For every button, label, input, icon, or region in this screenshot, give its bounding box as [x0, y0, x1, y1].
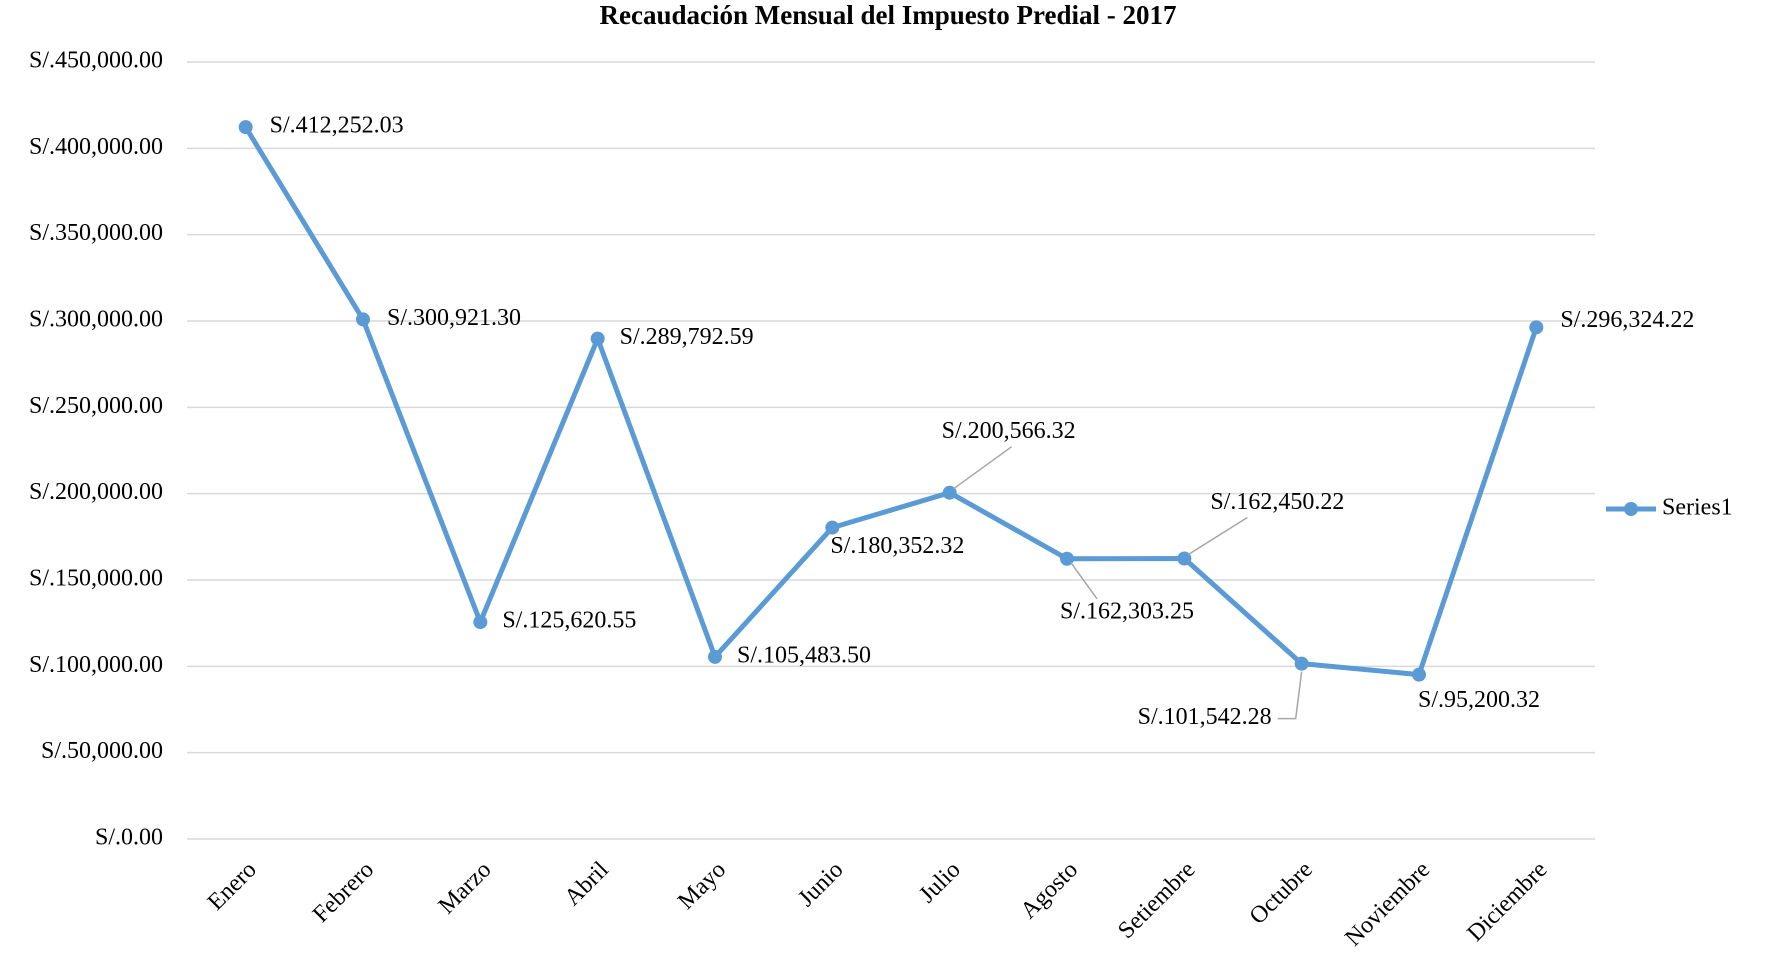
data-label: S/.95,200.32 — [1418, 687, 1540, 713]
legend-marker — [1624, 502, 1638, 516]
leader-line — [1070, 562, 1098, 600]
data-label: S/.101,542.28 — [1138, 704, 1272, 730]
data-label: S/.162,303.25 — [1060, 598, 1194, 624]
y-tick-label: S/.400,000.00 — [29, 134, 163, 160]
x-tick-label: Noviembre — [1340, 857, 1435, 952]
x-tick-label: Octubre — [1245, 857, 1318, 930]
data-label: S/.289,792.59 — [620, 324, 754, 350]
y-tick-label: S/.350,000.00 — [29, 220, 163, 246]
x-tick-label: Diciembre — [1462, 857, 1552, 947]
legend-label: Series1 — [1662, 495, 1733, 521]
y-tick-label: S/.150,000.00 — [29, 566, 163, 592]
x-tick-label: Julio — [914, 857, 965, 908]
data-label: S/.180,352.32 — [830, 533, 964, 559]
data-point — [1060, 551, 1074, 566]
x-tick-label: Agosto — [1016, 857, 1083, 924]
data-label: S/.105,483.50 — [737, 642, 871, 668]
data-point — [473, 615, 488, 630]
data-point — [825, 520, 840, 535]
data-point — [356, 312, 370, 327]
x-tick-label: Febrero — [308, 857, 379, 928]
x-tick-label: Enero — [203, 857, 262, 916]
data-point — [1177, 551, 1192, 566]
series-line — [243, 125, 1539, 678]
data-label: S/.200,566.32 — [942, 418, 1076, 444]
x-tick-label: Abril — [560, 857, 614, 911]
y-tick-label: S/.450,000.00 — [29, 48, 163, 74]
data-label: S/.125,620.55 — [502, 608, 636, 634]
data-label: S/.296,324.22 — [1560, 307, 1694, 333]
data-label: S/.162,450.22 — [1210, 489, 1344, 515]
y-tick-label: S/.200,000.00 — [29, 479, 163, 505]
y-tick-label: S/.0.00 — [95, 825, 163, 851]
leader-line — [1277, 671, 1303, 720]
x-tick-label: Marzo — [434, 857, 497, 920]
y-tick-label: S/.250,000.00 — [29, 393, 163, 419]
data-point — [708, 649, 722, 664]
chart-title: Recaudación Mensual del Impuesto Predial… — [599, 0, 1176, 30]
x-tick-label: Junio — [793, 857, 848, 912]
data-point — [942, 485, 957, 500]
y-tick-label: S/.100,000.00 — [29, 652, 163, 678]
data-label: S/.300,921.30 — [387, 305, 521, 331]
data-point — [1294, 656, 1309, 671]
leader-line — [953, 446, 1013, 490]
y-tick-label: S/.50,000.00 — [41, 738, 163, 764]
data-point — [238, 120, 253, 135]
data-point — [1412, 667, 1426, 682]
data-point — [590, 331, 605, 346]
data-label: S/.412,252.03 — [270, 113, 404, 139]
x-tick-label: Mayo — [673, 857, 731, 915]
y-tick-label: S/.300,000.00 — [29, 307, 163, 333]
leader-line — [1187, 516, 1248, 556]
x-tick-label: Setiembre — [1113, 857, 1200, 944]
data-point — [1529, 320, 1544, 335]
